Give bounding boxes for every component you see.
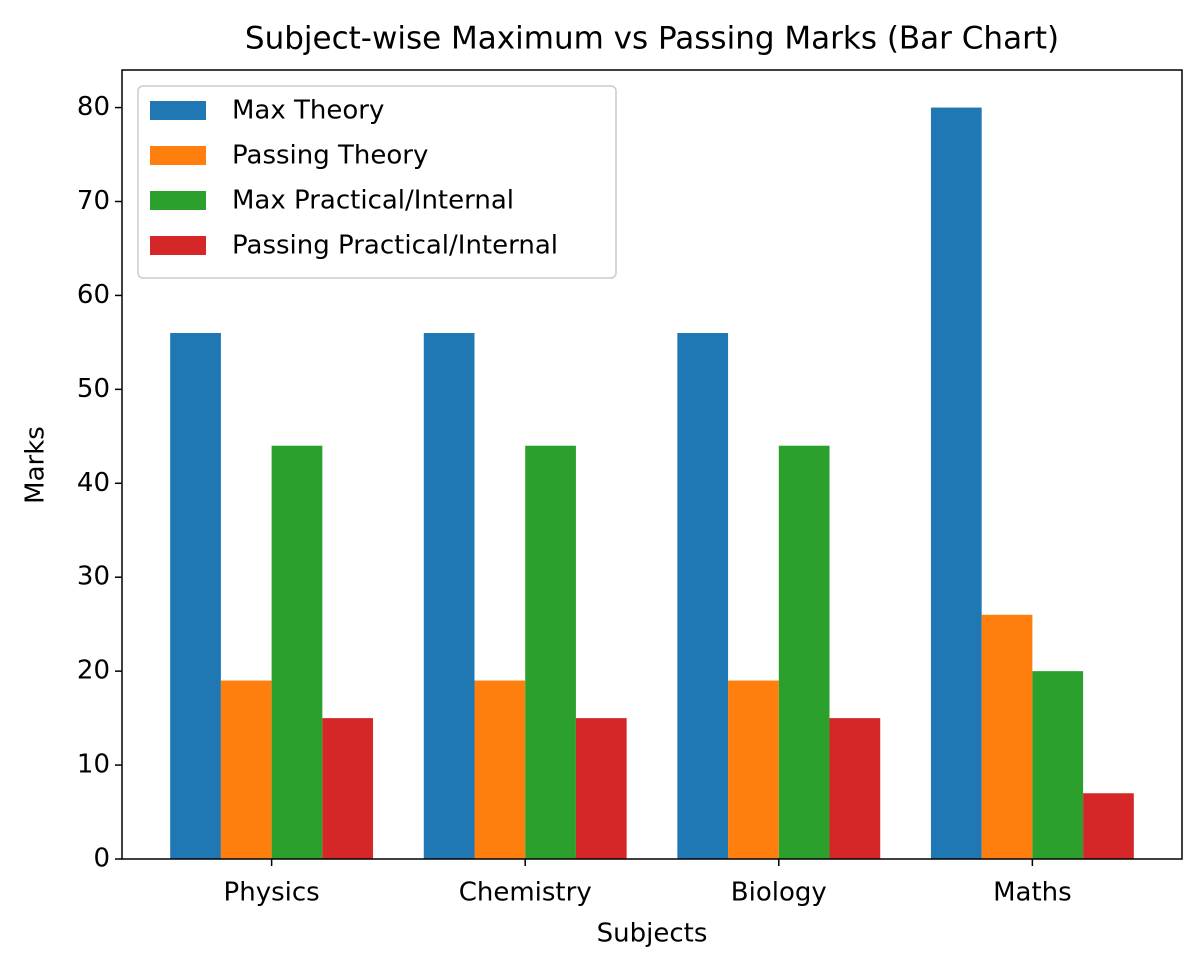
- x-tick-label: Chemistry: [459, 878, 592, 908]
- bar: [728, 680, 779, 859]
- bar: [474, 680, 526, 859]
- bar: [423, 333, 475, 859]
- bar: [170, 333, 221, 859]
- bar: [271, 445, 323, 859]
- bar: [930, 107, 982, 860]
- legend-label: Passing Practical/Internal: [232, 231, 558, 261]
- chart-title: Subject-wise Maximum vs Passing Marks (B…: [245, 21, 1059, 57]
- legend-box: [137, 85, 617, 279]
- y-tick-label: 80: [77, 92, 110, 122]
- bar: [322, 718, 374, 859]
- x-tick-label: Maths: [993, 878, 1072, 908]
- x-tick-label: Physics: [224, 878, 320, 908]
- y-tick-label: 60: [77, 280, 110, 310]
- legend-swatch: [150, 146, 206, 165]
- x-tick-label: Biology: [731, 878, 827, 908]
- legend-label: Max Theory: [232, 96, 384, 126]
- x-axis-label: Subjects: [597, 919, 708, 949]
- plot-frame: [121, 69, 1183, 860]
- y-tick-label: 40: [77, 468, 110, 498]
- bar: [575, 718, 627, 859]
- y-tick-label: 70: [77, 186, 110, 216]
- bar: [1032, 671, 1084, 859]
- legend-label: Max Practical/Internal: [232, 186, 514, 216]
- y-tick-label: 20: [77, 656, 110, 686]
- legend-swatch: [150, 191, 206, 210]
- bar: [1083, 793, 1134, 859]
- bar: [677, 333, 729, 859]
- legend-swatch: [150, 236, 206, 255]
- bar: [525, 445, 576, 859]
- bar: [829, 718, 881, 859]
- y-tick-label: 50: [77, 374, 110, 404]
- bar: [778, 445, 830, 859]
- y-tick-label: 10: [77, 750, 110, 780]
- bar: [981, 614, 1033, 859]
- y-axis-label: Marks: [21, 426, 51, 504]
- legend-swatch: [150, 101, 206, 120]
- y-tick-label: 30: [77, 562, 110, 592]
- bar: [220, 680, 272, 859]
- y-tick-label: 0: [93, 844, 110, 874]
- legend-label: Passing Theory: [232, 141, 428, 171]
